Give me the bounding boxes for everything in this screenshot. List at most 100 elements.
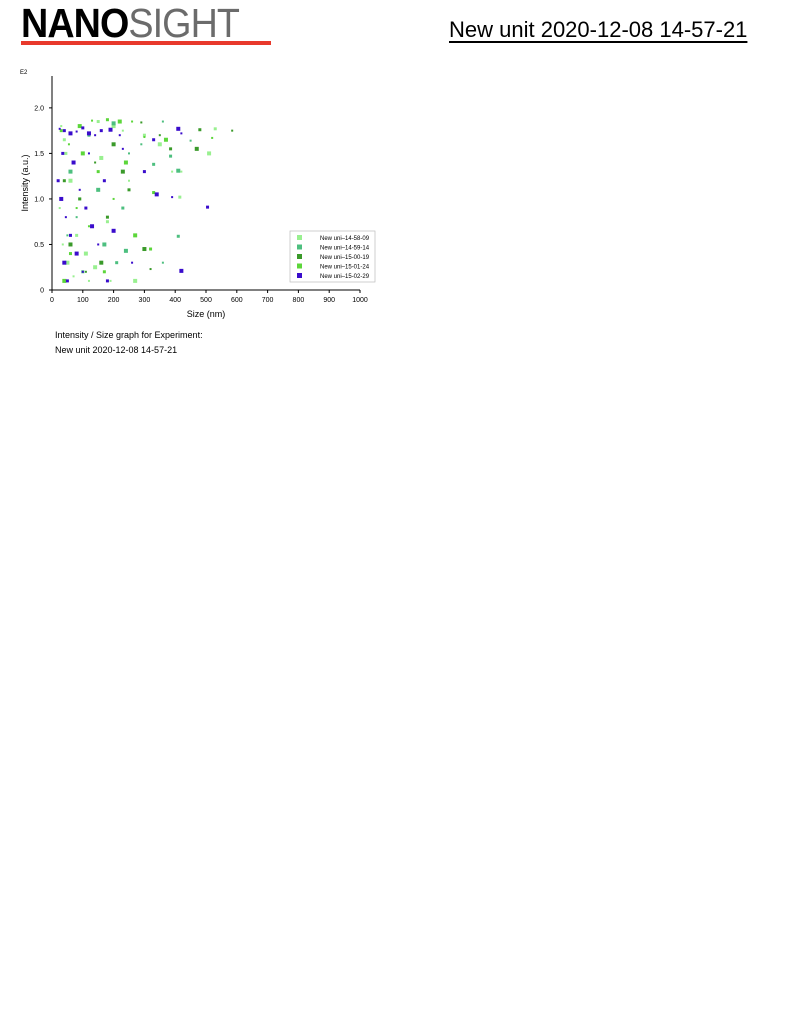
legend-swatch	[297, 273, 302, 278]
legend-swatch	[297, 244, 302, 250]
x-tick-label: 900	[323, 297, 335, 304]
y-tick-label: 1.5	[34, 151, 44, 158]
data-point	[83, 251, 88, 256]
document-title: New unit 2020-12-08 14-57-21	[449, 17, 748, 42]
data-point	[105, 279, 109, 283]
data-point	[180, 170, 183, 173]
data-point	[87, 225, 90, 228]
data-point	[59, 196, 64, 201]
y-axis-title: Intensity (a.u.)	[20, 154, 30, 211]
intensity-size-scatter-chart: 0 100 200 300 400 500 600 700 800 900 1000 0 0.5 1.0 1…	[20, 70, 376, 319]
data-point	[111, 124, 116, 129]
data-point	[152, 138, 156, 142]
legend-label: New uni–15-01-24	[320, 265, 370, 271]
data-point	[142, 170, 146, 174]
logo-underline	[21, 41, 271, 45]
data-point	[64, 216, 67, 219]
data-point	[60, 125, 63, 128]
x-tick-label: 300	[139, 297, 151, 304]
data-point	[140, 143, 143, 146]
data-point	[133, 278, 138, 283]
x-tick-label: 700	[262, 297, 274, 304]
data-point	[80, 151, 85, 156]
caption-line-1: Intensity / Size graph for Experiment:	[55, 330, 203, 340]
data-point	[86, 131, 91, 136]
x-tick-label: 400	[169, 297, 181, 304]
data-point	[62, 138, 66, 142]
legend-label: New uni–15-02-29	[320, 274, 370, 280]
data-point	[84, 206, 88, 210]
data-point	[96, 170, 100, 174]
legend-label: New uni–15-00-19	[320, 255, 370, 261]
data-point	[121, 206, 125, 210]
data-point	[169, 154, 173, 158]
data-point	[109, 279, 112, 282]
data-point	[179, 268, 184, 273]
data-point	[189, 139, 192, 142]
legend-box	[289, 230, 376, 283]
data-point	[97, 243, 100, 246]
data-point	[121, 129, 124, 132]
data-point	[65, 279, 69, 283]
data-point	[142, 247, 147, 252]
data-point	[62, 179, 66, 183]
data-point	[102, 270, 106, 274]
data-point	[120, 169, 125, 174]
x-tick-label: 200	[108, 297, 120, 304]
y-tick-label: 0	[40, 288, 44, 295]
data-point	[87, 152, 90, 155]
data-point	[94, 161, 97, 164]
data-point	[78, 197, 82, 201]
data-point	[99, 155, 104, 160]
data-point	[68, 252, 72, 256]
data-point	[198, 128, 202, 132]
data-point	[152, 191, 156, 195]
data-point	[94, 134, 97, 137]
data-point	[161, 261, 164, 264]
data-point	[72, 275, 75, 278]
data-point	[178, 195, 182, 199]
data-point	[84, 270, 87, 273]
data-point	[102, 242, 107, 247]
data-point	[81, 126, 85, 130]
data-point	[66, 234, 69, 237]
data-point	[118, 134, 121, 137]
data-point	[158, 134, 161, 137]
data-point	[121, 147, 124, 150]
data-point	[111, 142, 116, 147]
data-point	[128, 179, 130, 182]
data-point	[128, 152, 130, 155]
data-point	[149, 268, 152, 271]
data-point	[102, 179, 106, 183]
data-point	[123, 160, 128, 165]
data-point	[108, 127, 113, 132]
x-tick-label: 500	[200, 297, 212, 304]
data-point	[75, 130, 78, 133]
data-point	[111, 228, 116, 233]
data-point	[56, 179, 60, 183]
data-point	[61, 151, 65, 155]
data-point	[117, 119, 122, 124]
data-point	[59, 129, 63, 133]
data-point	[62, 260, 67, 265]
data-point	[91, 119, 94, 122]
data-point	[87, 279, 90, 282]
data-point	[161, 120, 164, 123]
data-point	[112, 197, 115, 200]
data-point	[77, 124, 82, 129]
data-point	[163, 137, 168, 142]
data-point	[68, 178, 73, 183]
data-point	[64, 151, 68, 155]
x-tick-label: 1000	[352, 297, 368, 304]
data-point	[105, 118, 109, 122]
data-point	[99, 129, 103, 133]
data-point	[143, 136, 146, 139]
data-point	[75, 207, 78, 210]
data-point	[68, 131, 73, 136]
x-tick-label: 800	[293, 297, 305, 304]
caption-line-2: New unit 2020-12-08 14-57-21	[55, 345, 178, 355]
nanosight-logo: NANOSIGHT	[21, 0, 240, 46]
data-point	[62, 129, 66, 133]
y-tick-label: 1.0	[34, 196, 44, 203]
y-tick-label: 0.5	[34, 242, 44, 249]
